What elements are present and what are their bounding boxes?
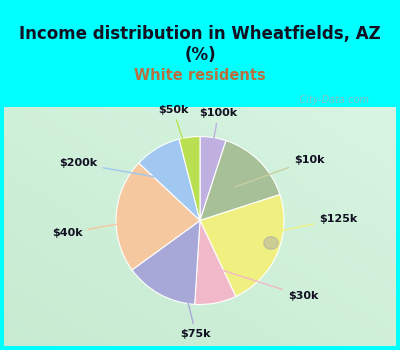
Text: $75k: $75k xyxy=(178,264,211,339)
Text: $200k: $200k xyxy=(59,159,174,180)
Text: $30k: $30k xyxy=(211,267,318,301)
Text: Income distribution in Wheatfields, AZ
(%): Income distribution in Wheatfields, AZ (… xyxy=(19,25,381,64)
Wedge shape xyxy=(132,220,200,304)
Wedge shape xyxy=(200,141,280,220)
Wedge shape xyxy=(139,139,200,220)
Wedge shape xyxy=(200,136,226,220)
Text: $50k: $50k xyxy=(158,105,193,172)
Wedge shape xyxy=(200,195,284,296)
Text: $40k: $40k xyxy=(52,218,151,238)
Text: White residents: White residents xyxy=(134,68,266,83)
Wedge shape xyxy=(195,220,236,304)
Wedge shape xyxy=(116,163,200,270)
Text: $100k: $100k xyxy=(200,108,238,172)
Text: $10k: $10k xyxy=(235,155,324,187)
Text: $125k: $125k xyxy=(245,214,358,238)
Text: City-Data.com: City-Data.com xyxy=(290,95,369,105)
Wedge shape xyxy=(179,136,200,220)
